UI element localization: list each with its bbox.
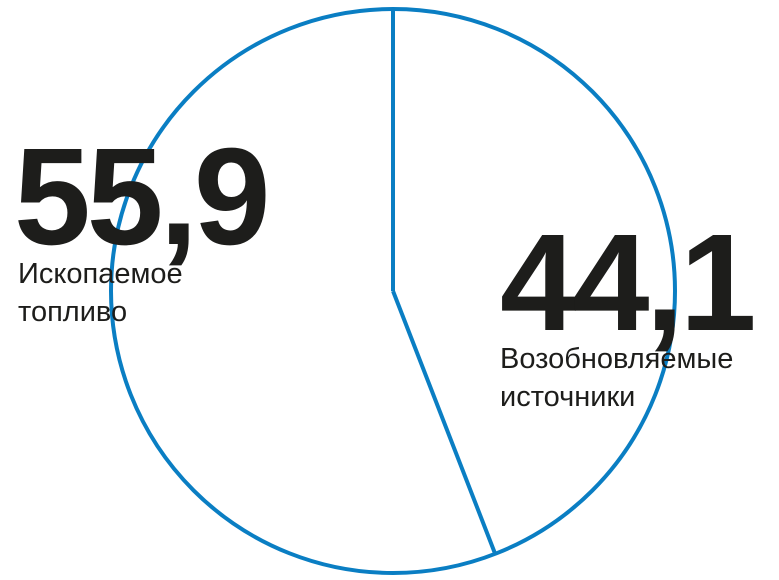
fossil-value: 55,9	[14, 120, 271, 274]
fossil-label: Ископаемое топливо	[18, 255, 183, 331]
renewables-label-line2: источники	[500, 381, 636, 413]
slice-boundary-renewables-fossil	[391, 290, 498, 555]
renewables-value: 44,1	[500, 206, 757, 360]
fossil-label-line1: Ископаемое	[18, 258, 183, 290]
fossil-label-line2: топливо	[18, 296, 128, 328]
renewables-label: Возобновляемые источники	[500, 340, 733, 416]
renewables-label-line1: Возобновляемые	[500, 343, 734, 375]
